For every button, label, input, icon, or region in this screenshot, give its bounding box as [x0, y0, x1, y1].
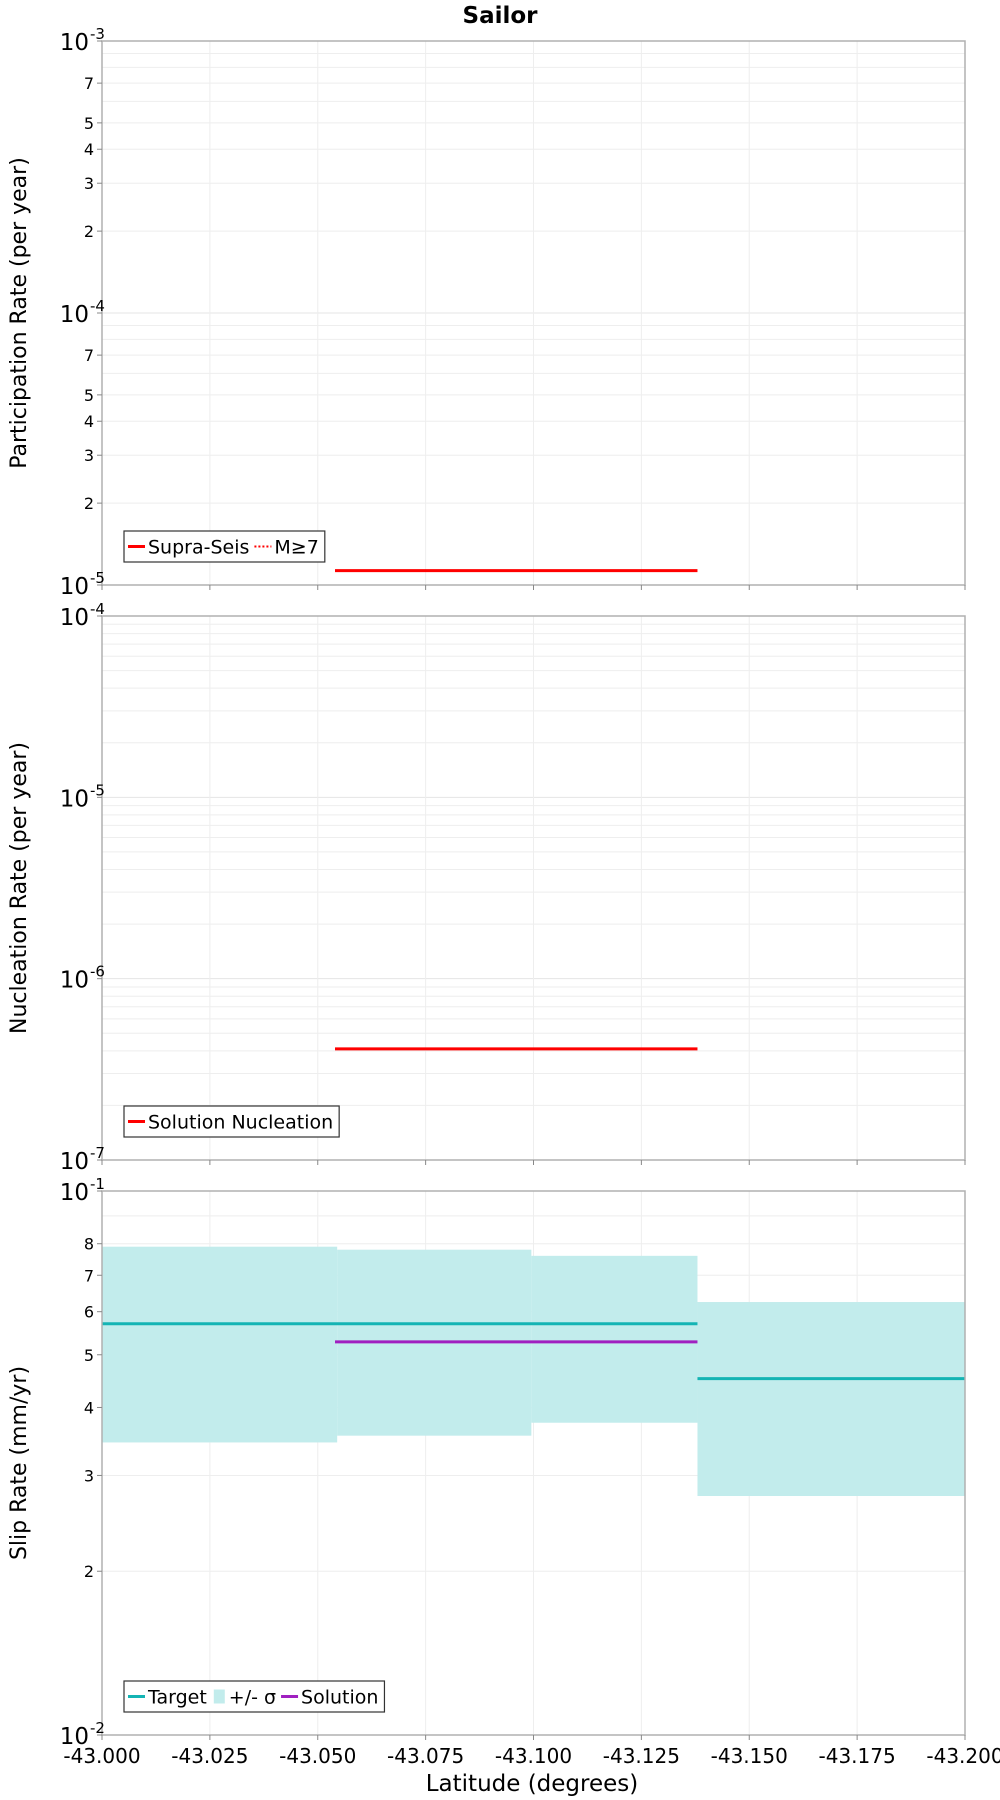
y-tick-label: 10	[60, 1724, 89, 1750]
y-tick-exponent: -7	[90, 1144, 105, 1162]
y-tick-exponent: -6	[90, 963, 105, 981]
legend-swatch	[213, 1689, 225, 1704]
x-tick-label: -43.100	[495, 1744, 572, 1768]
legend: Supra-Seis M≥7	[123, 530, 326, 563]
x-tick-label: -43.050	[279, 1744, 356, 1768]
y-minor-tick-label: 4	[84, 1398, 94, 1417]
y-minor-tick-label: 3	[84, 446, 94, 465]
y-minor-tick-label: 6	[84, 1303, 94, 1322]
sigma-band	[531, 1255, 698, 1423]
y-tick-label: 10	[60, 968, 89, 994]
x-tick-label: -43.025	[171, 1744, 248, 1768]
legend-label: Supra-Seis	[148, 537, 249, 559]
y-minor-tick-label: 7	[84, 346, 94, 365]
y-tick-label: 10	[60, 302, 89, 328]
legend-box	[123, 1105, 340, 1138]
x-axis-title: Latitude (degrees)	[426, 1771, 639, 1797]
x-tick-label: -43.150	[711, 1744, 788, 1768]
sigma-band	[102, 1246, 338, 1443]
legend-box	[123, 530, 326, 563]
y-tick-label: 10	[60, 1149, 89, 1175]
y-axis-title: Nucleation Rate (per year)	[7, 742, 32, 1034]
y-minor-tick-label: 4	[84, 140, 94, 159]
legend-label: Solution Nucleation	[148, 1112, 333, 1134]
y-tick-label: 10	[60, 574, 89, 600]
x-tick-label: -43.075	[387, 1744, 464, 1768]
x-tick-label: -43.125	[603, 1744, 680, 1768]
y-minor-tick-label: 2	[84, 222, 94, 241]
y-minor-tick-label: 2	[84, 494, 94, 513]
y-tick-exponent: -5	[90, 781, 105, 799]
y-minor-tick-label: 7	[84, 74, 94, 93]
y-minor-tick-label: 8	[84, 1235, 94, 1254]
y-tick-label: 10	[60, 30, 89, 56]
y-axis-title: Slip Rate (mm/yr)	[7, 1366, 32, 1560]
legend: Solution Nucleation	[123, 1105, 340, 1138]
legend-label: +/- σ	[229, 1687, 276, 1709]
y-tick-exponent: -1	[90, 1175, 105, 1193]
y-tick-exponent: -4	[90, 600, 105, 618]
y-minor-tick-label: 7	[84, 1266, 94, 1285]
y-minor-tick-label: 5	[84, 1346, 94, 1365]
y-minor-tick-label: 2	[84, 1562, 94, 1581]
y-tick-label: 10	[60, 786, 89, 812]
chart-title: Sailor	[463, 3, 539, 29]
legend-label: Target	[147, 1687, 207, 1709]
y-tick-label: 10	[60, 605, 89, 631]
x-tick-label: -43.175	[819, 1744, 896, 1768]
y-tick-label: 10	[60, 1180, 89, 1206]
legend-label: Solution	[301, 1687, 378, 1709]
y-minor-tick-label: 5	[84, 114, 94, 133]
legend-label: M≥7	[274, 537, 318, 559]
sigma-band	[697, 1302, 965, 1497]
y-tick-exponent: -2	[90, 1719, 105, 1737]
legend-box	[123, 1680, 386, 1713]
x-tick-label: -43.200	[926, 1744, 1000, 1768]
y-minor-tick-label: 3	[84, 1466, 94, 1485]
x-tick-label: -43.000	[63, 1744, 140, 1768]
y-tick-exponent: -4	[90, 297, 105, 315]
y-tick-exponent: -3	[90, 25, 105, 43]
y-axis-title: Participation Rate (per year)	[7, 157, 32, 469]
y-tick-exponent: -5	[90, 569, 105, 587]
y-minor-tick-label: 3	[84, 174, 94, 193]
y-minor-tick-label: 5	[84, 386, 94, 405]
y-minor-tick-label: 4	[84, 412, 94, 431]
legend: Target +/- σ Solution	[123, 1680, 386, 1713]
